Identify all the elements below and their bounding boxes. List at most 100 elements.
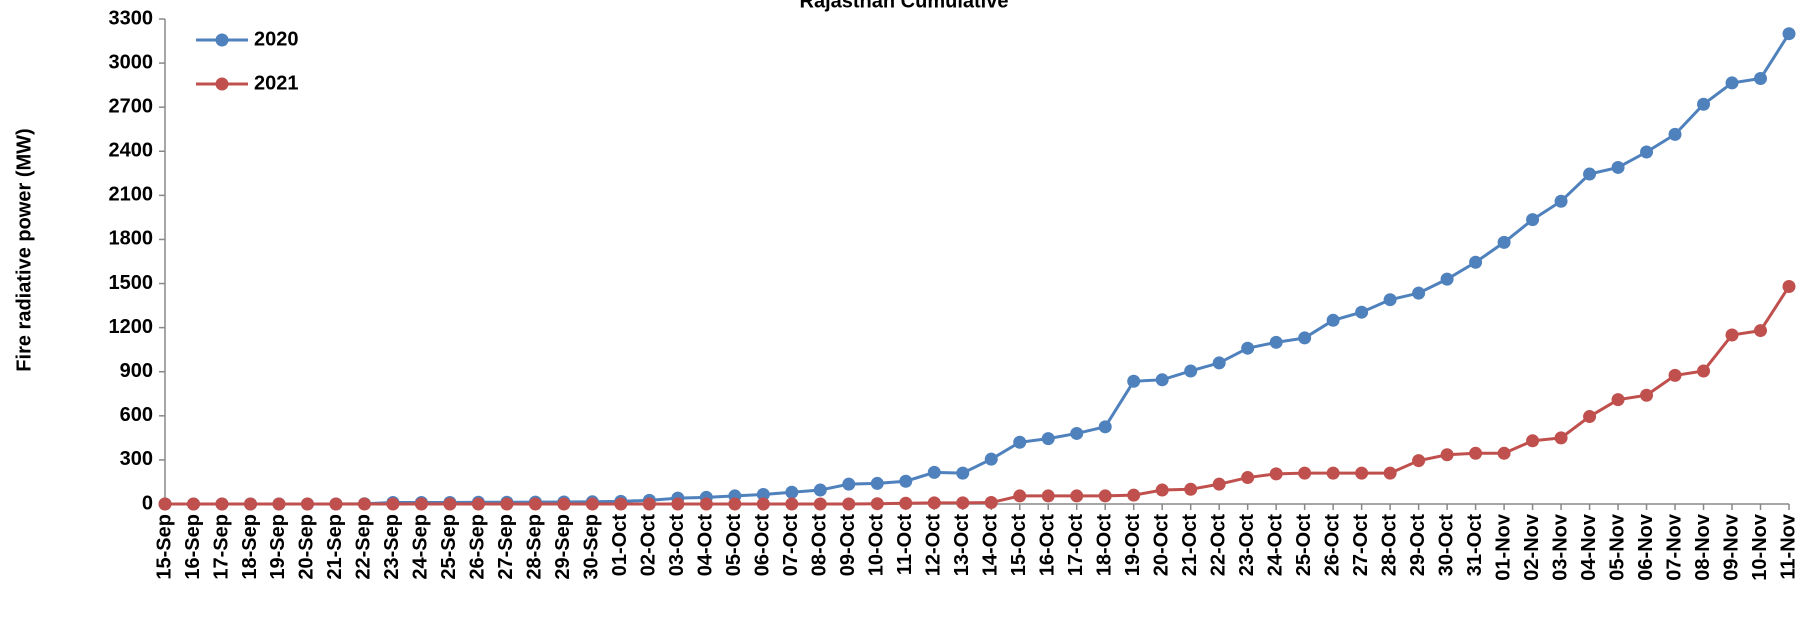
x-tick-label: 15-Sep	[153, 514, 175, 580]
chart-title: Rajasthan Cumulative	[800, 0, 1009, 12]
data-point	[1298, 331, 1312, 345]
x-tick-label: 05-Nov	[1606, 513, 1628, 581]
legend-marker	[215, 33, 229, 47]
x-tick-label: 09-Oct	[837, 514, 859, 577]
x-tick-label: 07-Oct	[780, 514, 802, 577]
data-point	[927, 496, 941, 510]
data-point	[842, 497, 856, 511]
x-tick-label: 14-Oct	[980, 514, 1002, 577]
x-tick-label: 08-Oct	[809, 514, 831, 577]
x-tick-label: 09-Nov	[1720, 513, 1742, 581]
x-tick-label: 26-Sep	[467, 514, 489, 580]
data-point	[1782, 27, 1796, 41]
data-point	[927, 465, 941, 479]
data-point	[1668, 368, 1682, 382]
y-tick-label: 1500	[109, 272, 154, 294]
y-tick-label: 2400	[109, 140, 154, 162]
data-point	[1469, 446, 1483, 460]
data-point	[899, 496, 913, 510]
data-point	[671, 497, 685, 511]
y-axis-label: Fire radiative power (MW)	[13, 128, 35, 371]
x-tick-label: 19-Sep	[267, 514, 289, 580]
x-tick-label: 04-Nov	[1578, 513, 1600, 581]
data-point	[158, 497, 172, 511]
x-tick-label: 20-Sep	[296, 514, 318, 580]
x-tick-label: 06-Oct	[752, 514, 774, 577]
data-point	[1640, 145, 1654, 159]
data-point	[1269, 467, 1283, 481]
x-tick-label: 02-Nov	[1521, 513, 1543, 581]
x-tick-label: 04-Oct	[695, 514, 717, 577]
data-point	[1526, 213, 1540, 227]
series-line	[165, 285, 1791, 506]
x-tick-label: 11-Nov	[1777, 513, 1799, 579]
legend-label: 2020	[254, 28, 299, 50]
data-point	[1355, 466, 1369, 480]
data-point	[842, 477, 856, 491]
x-tick-label: 12-Oct	[923, 514, 945, 577]
x-tick-label: 15-Oct	[1008, 514, 1030, 577]
data-point	[1583, 410, 1597, 424]
data-point	[1041, 432, 1055, 446]
x-tick-label: 01-Nov	[1492, 513, 1514, 581]
x-tick-label: 06-Nov	[1635, 513, 1657, 581]
data-point	[1640, 388, 1654, 402]
data-point	[1725, 328, 1739, 342]
data-point	[1098, 420, 1112, 434]
data-point	[642, 497, 656, 511]
data-point	[699, 497, 713, 511]
data-point	[1725, 76, 1739, 90]
series-line	[165, 32, 1791, 506]
data-point	[1355, 305, 1369, 319]
data-point	[1212, 356, 1226, 370]
data-point	[1554, 194, 1568, 208]
x-tick-label: 21-Sep	[324, 514, 346, 580]
x-tick-label: 17-Sep	[210, 514, 232, 580]
x-tick-label: 22-Oct	[1207, 514, 1229, 577]
data-point	[984, 496, 998, 510]
data-point	[956, 496, 970, 510]
data-point	[614, 497, 628, 511]
data-point	[1383, 293, 1397, 307]
data-point	[1782, 279, 1796, 293]
x-tick-label: 10-Oct	[866, 514, 888, 577]
data-point	[1241, 341, 1255, 355]
data-point	[1070, 426, 1084, 440]
data-point	[443, 497, 457, 511]
x-tick-label: 26-Oct	[1321, 514, 1343, 577]
data-point	[1383, 466, 1397, 480]
x-tick-label: 17-Oct	[1065, 514, 1087, 577]
data-point	[1269, 335, 1283, 349]
y-tick-label: 2100	[109, 184, 154, 206]
data-point	[1127, 488, 1141, 502]
x-tick-label: 29-Sep	[552, 514, 574, 580]
x-tick-label: 05-Oct	[723, 514, 745, 577]
data-point	[1013, 435, 1027, 449]
y-tick-label: 2700	[109, 95, 154, 117]
data-point	[1326, 466, 1340, 480]
x-tick-label: 18-Sep	[239, 514, 261, 580]
data-point	[813, 483, 827, 497]
data-point	[1611, 160, 1625, 174]
legend-label: 2021	[254, 72, 299, 94]
data-point	[1098, 489, 1112, 503]
data-point	[585, 497, 599, 511]
data-point	[557, 497, 571, 511]
x-tick-label: 01-Oct	[609, 514, 631, 577]
x-tick-label: 13-Oct	[951, 514, 973, 577]
x-tick-label: 31-Oct	[1464, 514, 1486, 577]
x-tick-label: 28-Sep	[524, 514, 546, 580]
data-point	[1754, 72, 1768, 86]
data-point	[956, 466, 970, 480]
x-tick-label: 03-Oct	[666, 514, 688, 577]
y-tick-label: 600	[120, 404, 153, 426]
x-tick-label: 22-Sep	[353, 514, 375, 580]
x-tick-label: 10-Nov	[1749, 513, 1771, 581]
data-point	[1241, 471, 1255, 485]
x-tick-label: 16-Oct	[1037, 514, 1059, 577]
data-point	[728, 497, 742, 511]
data-point	[785, 485, 799, 499]
data-point	[471, 497, 485, 511]
data-point	[984, 452, 998, 466]
x-tick-label: 25-Oct	[1293, 514, 1315, 577]
